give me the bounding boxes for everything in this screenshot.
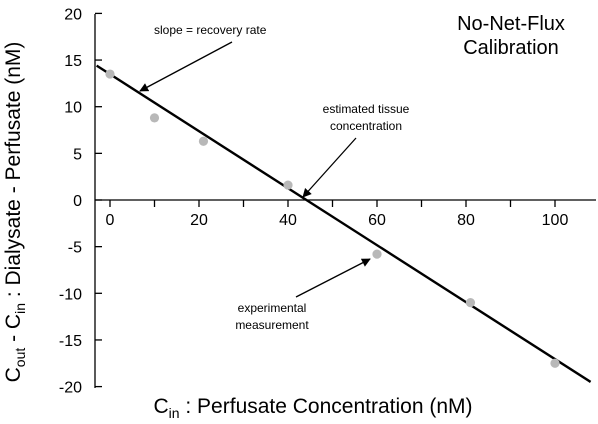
y-tick-label: 10 — [64, 100, 82, 117]
fit-line — [96, 64, 592, 383]
y-tick-label: -5 — [68, 240, 82, 257]
y-tick-label: -10 — [59, 286, 82, 303]
chart-title-line-1: No-Net-Flux — [457, 13, 565, 35]
annotation-measurement-text-1: experimental — [238, 301, 307, 315]
annotation-tissue-text-1: estimated tissue — [323, 102, 410, 116]
x-axis-ticks: 0 20 40 60 80 100 — [106, 200, 569, 229]
data-point — [149, 113, 160, 123]
data-point — [465, 298, 476, 308]
x-tick-label: 100 — [542, 212, 569, 229]
annotation-measurement-arrow — [295, 258, 371, 298]
annotation-tissue-arrow — [302, 137, 357, 198]
y-tick-label: -15 — [59, 333, 82, 350]
data-point — [550, 358, 560, 368]
chart-title-line-2: Calibration — [463, 37, 559, 59]
y-axis-label: Cout - Cin : Dialysate - Perfusate (nM) — [2, 42, 28, 383]
x-tick-label: 0 — [106, 212, 115, 229]
x-axis-label: Cin : Perfusate Concentration (nM) — [153, 395, 472, 421]
annotation-measurement-text-2: measurement — [235, 318, 309, 332]
data-point — [372, 249, 382, 259]
data-point — [198, 136, 209, 146]
y-tick-label: 20 — [64, 6, 82, 23]
x-tick-label: 80 — [457, 212, 475, 229]
x-tick-label: 60 — [368, 212, 386, 229]
data-points — [105, 69, 560, 368]
y-axis-ticks: 20 15 10 5 0 -5 -10 -15 -20 — [59, 6, 102, 397]
data-point — [283, 180, 293, 190]
x-tick-label: 20 — [190, 212, 208, 229]
y-tick-label: -20 — [59, 380, 82, 397]
data-point — [105, 69, 115, 79]
annotation-slope-text: slope = recovery rate — [154, 23, 267, 37]
y-tick-label: 15 — [64, 53, 82, 70]
annotation-tissue-text-2: concentration — [330, 119, 402, 133]
y-tick-label: 5 — [73, 146, 82, 163]
x-tick-label: 40 — [279, 212, 297, 229]
y-tick-label: 0 — [73, 193, 82, 210]
annotation-slope-arrow — [139, 41, 233, 92]
